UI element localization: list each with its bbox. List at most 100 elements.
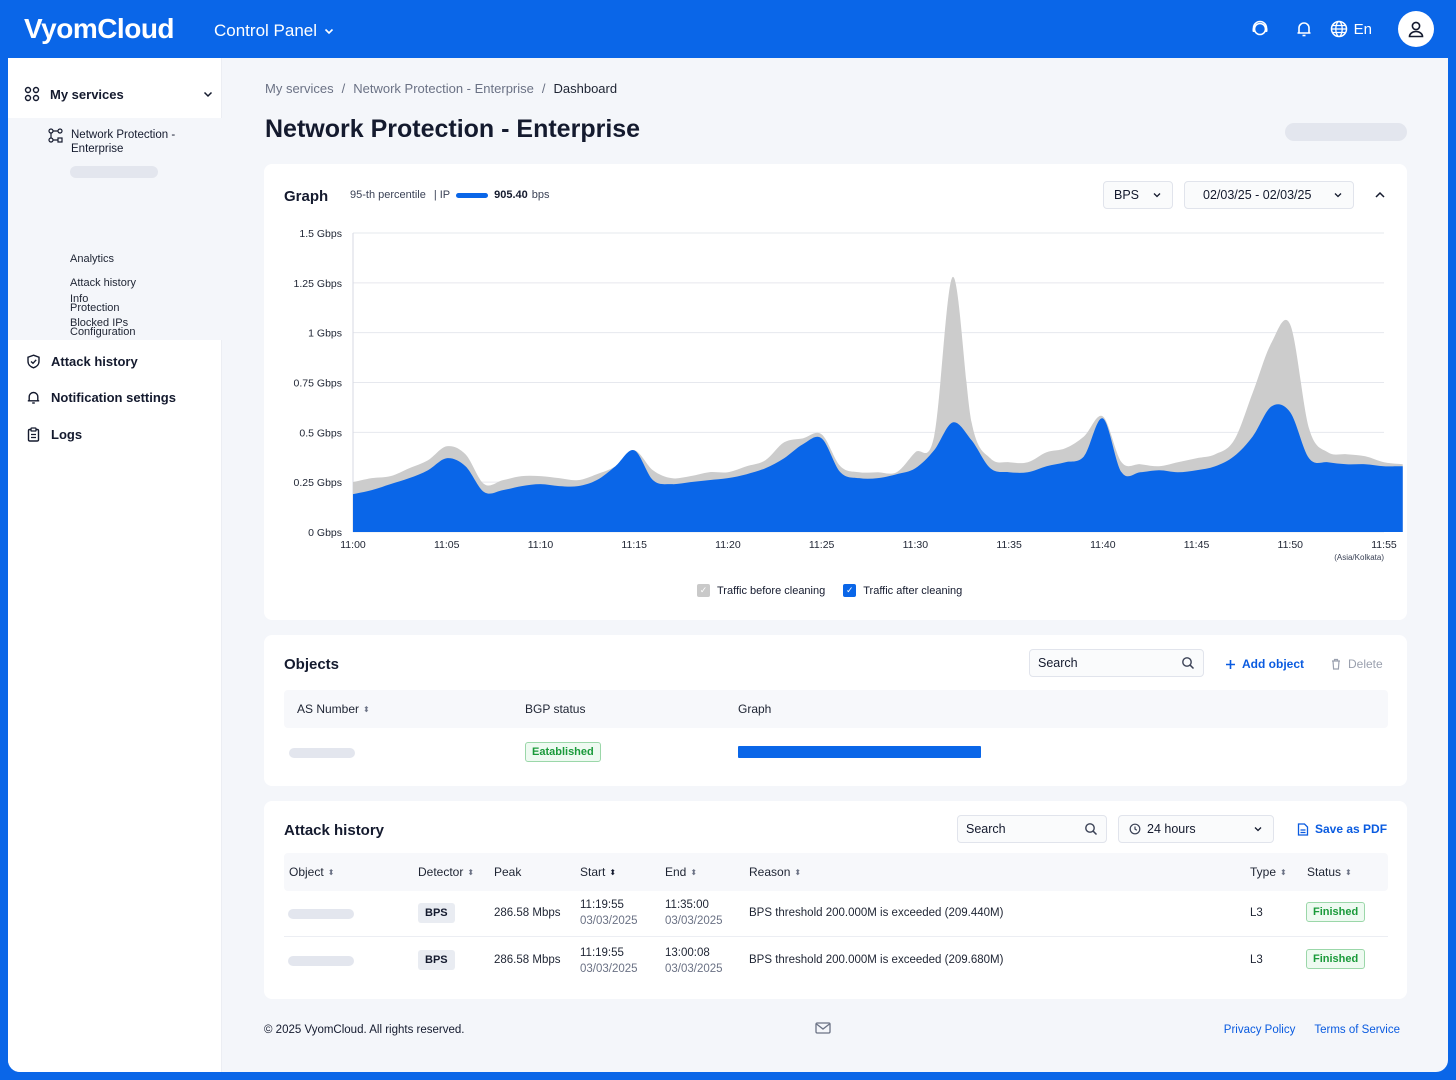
column-end[interactable]: End ⬍ — [665, 865, 697, 879]
bell-icon[interactable] — [1286, 11, 1322, 47]
column-graph: Graph — [738, 702, 771, 716]
logo[interactable]: VyomCloud — [24, 13, 175, 44]
status-badge: Finished — [1306, 949, 1366, 969]
privacy-policy-link[interactable]: Privacy Policy — [1223, 1024, 1296, 1036]
support-icon[interactable] — [1242, 11, 1278, 47]
object-graph-bar[interactable] — [738, 746, 981, 758]
legend-label-after: Traffic after cleaning — [863, 584, 963, 597]
x-tick-label: 11:55 — [1371, 539, 1397, 551]
unit-select[interactable]: BPS — [1103, 181, 1173, 209]
sort-icon: ⬍ — [1345, 867, 1352, 877]
language-selector[interactable]: En — [1330, 20, 1372, 38]
percentile-label: 95-th percentile — [350, 189, 426, 201]
type-value: L3 — [1250, 954, 1263, 966]
checkbox-before-cleaning[interactable]: ✓ — [697, 584, 710, 597]
column-label: Reason — [749, 865, 791, 879]
mail-icon[interactable] — [815, 1021, 831, 1035]
column-label: Status — [1307, 865, 1342, 879]
graph-card: Graph 95-th percentile | IP 905.40 bps B… — [264, 164, 1407, 620]
y-tick-label: 0.5 Gbps — [299, 427, 342, 439]
objects-title: Objects — [284, 656, 340, 673]
end-cell: 11:35:00 03/03/2025 — [665, 899, 723, 927]
y-tick-label: 0 Gbps — [308, 527, 342, 539]
control-panel-dropdown[interactable]: Control Panel — [214, 21, 335, 41]
start-cell: 11:19:55 03/03/2025 — [580, 947, 638, 975]
x-tick-label: 11:25 — [809, 539, 835, 551]
attack-history-title: Attack history — [284, 822, 385, 839]
column-type[interactable]: Type ⬍ — [1250, 865, 1287, 879]
end-cell: 13:00:08 03/03/2025 — [665, 947, 723, 975]
sidebar-my-services[interactable]: My services — [24, 86, 214, 102]
detector-tag: BPS — [418, 950, 455, 970]
unit-select-value: BPS — [1114, 188, 1140, 202]
save-pdf-button[interactable]: Save as PDF — [1297, 822, 1387, 836]
sidebar-label-notification-settings: Notification settings — [51, 390, 176, 405]
column-start[interactable]: Start ⬍ — [580, 865, 616, 879]
y-tick-label: 1.5 Gbps — [299, 228, 342, 240]
loading-placeholder — [289, 748, 355, 758]
chevron-down-icon[interactable] — [202, 88, 214, 100]
sidebar-item-configuration[interactable]: Configuration — [70, 326, 136, 338]
y-tick-label: 1 Gbps — [308, 328, 342, 340]
globe-icon — [1330, 20, 1347, 38]
bell-icon — [27, 391, 40, 404]
sidebar-item-attack-history-sub[interactable]: Attack history — [70, 277, 137, 289]
sidebar-item-network-protection[interactable]: Network Protection - Enterprise — [48, 128, 189, 156]
breadcrumb: My services / Network Protection - Enter… — [265, 81, 617, 96]
sidebar-item-blocked-ips[interactable]: Blocked IPs — [70, 317, 129, 329]
y-tick-label: 0.25 Gbps — [294, 477, 342, 489]
y-tick-label: 1.25 Gbps — [294, 278, 342, 290]
checkbox-after-cleaning[interactable]: ✓ — [843, 584, 857, 597]
breadcrumb-separator: / — [541, 81, 546, 96]
plus-icon — [1226, 659, 1235, 669]
sort-icon: ⬍ — [690, 867, 698, 877]
delete-button[interactable]: Delete — [1330, 657, 1383, 671]
percentile-value: 905.40 — [494, 189, 528, 201]
attack-search-input[interactable]: Search — [957, 815, 1107, 843]
legend-after-cleaning[interactable]: ✓ Traffic after cleaning — [843, 584, 962, 597]
add-object-button[interactable]: Add object — [1225, 657, 1304, 671]
breadcrumb-service[interactable]: Network Protection - Enterprise — [353, 81, 534, 96]
column-detector[interactable]: Detector ⬍ — [418, 865, 474, 879]
user-avatar[interactable] — [1398, 11, 1434, 47]
x-tick-label: 11:50 — [1278, 539, 1304, 551]
start-time: 11:19:55 — [580, 899, 624, 911]
sidebar-item-notification-settings[interactable]: Notification settings — [26, 390, 176, 405]
user-icon — [1408, 21, 1424, 38]
status-badge: Finished — [1306, 902, 1366, 922]
period-select[interactable]: 24 hours — [1118, 815, 1274, 843]
column-as-number[interactable]: AS Number ⬍ — [297, 702, 370, 716]
attack-table-header: Object ⬍ Detector ⬍ Peak Start ⬍ End ⬍ Reaso… — [284, 853, 1388, 891]
sidebar-item-protection[interactable]: Protection — [70, 302, 120, 314]
objects-card: Objects Search Add object Delete AS Numb… — [264, 635, 1407, 786]
breadcrumb-my-services[interactable]: My services — [265, 81, 334, 96]
row-divider — [284, 936, 1388, 937]
x-tick-label: 11:10 — [528, 539, 554, 551]
legend-before-cleaning[interactable]: ✓ Traffic before cleaning — [697, 584, 825, 597]
column-reason[interactable]: Reason ⬍ — [749, 865, 801, 879]
sidebar-item-analytics[interactable]: Analytics — [70, 253, 115, 265]
sidebar-label-attack-history: Attack history — [51, 354, 138, 369]
column-label: Peak — [494, 865, 522, 879]
sidebar-item-logs[interactable]: Logs — [26, 427, 82, 442]
date-range-picker[interactable]: 02/03/25 - 02/03/25 — [1184, 181, 1354, 209]
loading-placeholder — [288, 956, 354, 966]
save-pdf-label: Save as PDF — [1315, 822, 1388, 836]
sidebar-item-info[interactable]: Info — [70, 293, 89, 305]
x-tick-label: 11:30 — [903, 539, 929, 551]
column-object[interactable]: Object ⬍ — [289, 865, 334, 879]
terms-of-service-link[interactable]: Terms of Service — [1314, 1024, 1400, 1036]
traffic-chart: 0 Gbps 0.25 Gbps 0.5 Gbps 0.75 Gbps 1 Gbps 1.… — [294, 228, 1403, 562]
column-status[interactable]: Status ⬍ — [1307, 865, 1352, 879]
x-tick-label: 11:20 — [715, 539, 741, 551]
chevron-up-icon[interactable] — [1373, 188, 1387, 202]
column-label: BGP status — [525, 702, 586, 716]
objects-search-input[interactable]: Search — [1029, 649, 1204, 677]
end-time: 11:35:00 — [665, 899, 709, 911]
end-date: 03/03/2025 — [665, 915, 723, 927]
period-value: 24 hours — [1147, 822, 1196, 836]
column-label: AS Number — [297, 702, 360, 716]
attack-search-placeholder: Search — [966, 822, 1006, 836]
sidebar-item-attack-history[interactable]: Attack history — [26, 354, 138, 369]
period-select-content: 24 hours — [1129, 822, 1196, 836]
